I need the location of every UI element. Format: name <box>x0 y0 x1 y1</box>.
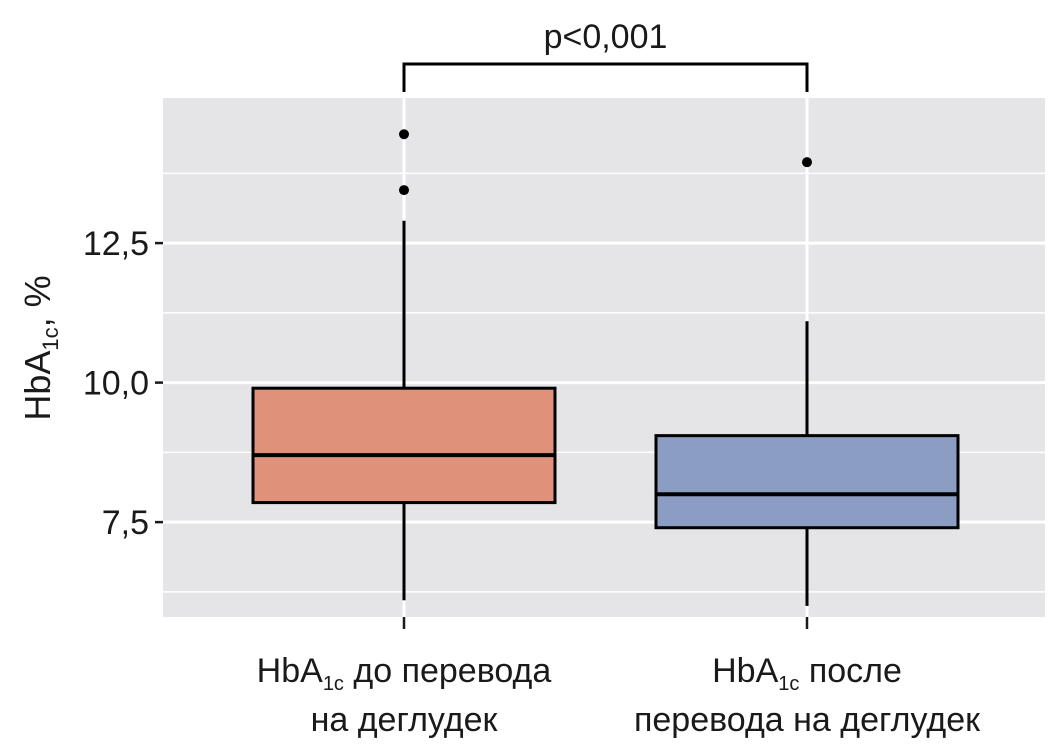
outlier-point <box>399 129 409 140</box>
labels: HbA1c до перевода на деглудек HbA1c после п… <box>17 18 981 739</box>
iqr-box <box>251 386 557 505</box>
y-tick-label: 7,5 <box>102 504 149 542</box>
category-label-line1: HbA1c до перевода <box>257 652 552 695</box>
category-label-line2: на деглудек <box>311 701 499 739</box>
y-tick-label: 10,0 <box>83 365 149 403</box>
outlier-point <box>399 185 409 196</box>
boxes <box>251 129 960 606</box>
category-label-line2: перевода на деглудек <box>634 701 981 739</box>
plot-panel <box>163 98 1045 617</box>
iqr-box <box>654 434 960 530</box>
category-label-line1: HbA1c после <box>712 652 902 695</box>
y-axis-title: HbA1c, % <box>17 275 63 420</box>
axes: 7,5 10,0 12,5 <box>83 225 809 629</box>
significance-bracket <box>402 62 809 92</box>
significance-label: p<0,001 <box>544 18 668 56</box>
y-tick-label: 12,5 <box>83 225 149 263</box>
outlier-point <box>802 157 812 168</box>
